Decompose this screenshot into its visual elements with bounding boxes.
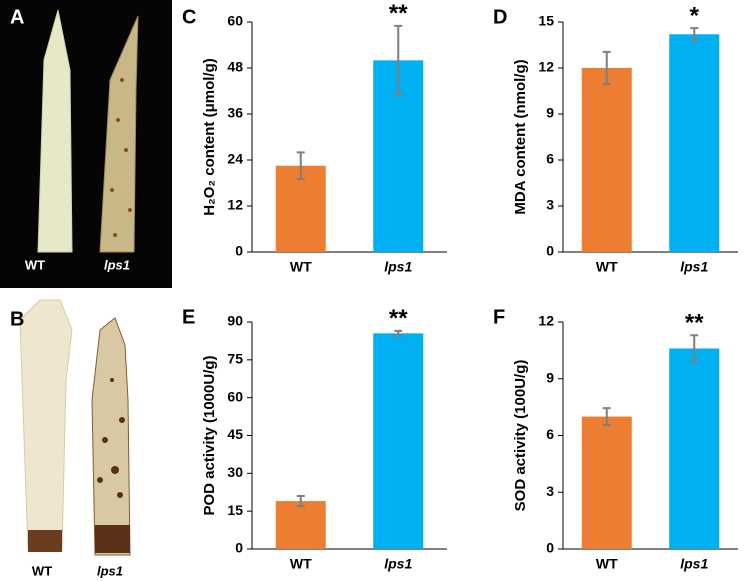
leaf-lesions: [110, 78, 132, 237]
panel-label: C: [182, 6, 196, 28]
y-tick-label: 0: [235, 243, 243, 259]
y-tick-label: 36: [227, 105, 243, 121]
bar: [581, 68, 632, 252]
panel-label: A: [10, 6, 24, 28]
error-bar: [296, 495, 305, 508]
panel-label: B: [10, 308, 24, 330]
error-bar: [690, 27, 699, 42]
y-tick-label: 12: [538, 313, 554, 329]
error-bar: [394, 24, 403, 96]
x-tick-label: WT: [290, 556, 312, 572]
bar: [373, 333, 424, 549]
y-tick-label: 90: [227, 313, 243, 329]
photo-label: lps1: [97, 563, 123, 578]
y-tick-label: 3: [546, 483, 554, 499]
y-tick-label: 9: [546, 105, 554, 121]
y-tick-label: 75: [227, 351, 243, 367]
y-tick-label: 60: [227, 13, 243, 29]
y-tick-label: 48: [227, 59, 243, 75]
panicle-wt: [19, 299, 73, 551]
y-tick-label: 15: [538, 13, 554, 29]
bar: [275, 501, 326, 549]
y-tick-label: 3: [546, 197, 554, 213]
significance: **: [389, 0, 408, 27]
y-axis-title: H₂O₂ content (μmol/g): [201, 58, 218, 216]
y-tick-label: 6: [546, 151, 554, 167]
y-axis-title: MDA content (nmol/g): [512, 59, 529, 214]
panicle-base: [28, 530, 62, 552]
y-tick-label: 12: [538, 59, 554, 75]
panel-label: D: [493, 6, 507, 28]
error-bar: [394, 329, 403, 337]
leaf-wt: [37, 9, 73, 253]
x-tick-label: lps1: [384, 259, 412, 275]
y-tick-label: 45: [227, 426, 243, 442]
y-tick-label: 0: [235, 540, 243, 556]
y-axis-title: POD activity (1000U/g): [201, 355, 218, 515]
y-axis-title: SOD activity (100U/g): [512, 360, 529, 512]
x-tick-label: WT: [290, 259, 312, 275]
photo-a-background: [0, 0, 172, 288]
y-tick-label: 0: [546, 540, 554, 556]
y-tick-label: 24: [227, 151, 243, 167]
error-bar: [690, 334, 699, 363]
bar: [581, 416, 632, 549]
y-tick-label: 12: [227, 197, 243, 213]
panicle-base: [95, 525, 130, 553]
significance: **: [389, 305, 408, 332]
x-tick-label: lps1: [680, 556, 708, 572]
panicle-lesions: [97, 378, 125, 498]
error-bar: [602, 50, 611, 86]
bar: [669, 348, 720, 549]
x-tick-label: lps1: [384, 556, 412, 572]
error-bar: [602, 407, 611, 427]
panicle-lps1: [91, 317, 131, 556]
photo-label: WT: [32, 563, 52, 578]
panel-label: E: [182, 306, 195, 328]
y-tick-label: 0: [546, 243, 554, 259]
leaf-lps1: [99, 15, 139, 253]
photo-label: lps1: [104, 257, 130, 272]
panel-label: F: [493, 306, 505, 328]
x-tick-label: lps1: [680, 259, 708, 275]
y-tick-label: 15: [227, 502, 243, 518]
bar: [669, 34, 720, 253]
y-tick-label: 60: [227, 388, 243, 404]
x-tick-label: WT: [596, 259, 618, 275]
y-tick-label: 30: [227, 464, 243, 480]
significance: *: [690, 2, 700, 29]
x-tick-label: WT: [596, 556, 618, 572]
photo-label: WT: [25, 257, 45, 272]
error-bar: [296, 151, 305, 181]
y-tick-label: 6: [546, 426, 554, 442]
significance: **: [685, 310, 704, 337]
y-tick-label: 9: [546, 369, 554, 385]
